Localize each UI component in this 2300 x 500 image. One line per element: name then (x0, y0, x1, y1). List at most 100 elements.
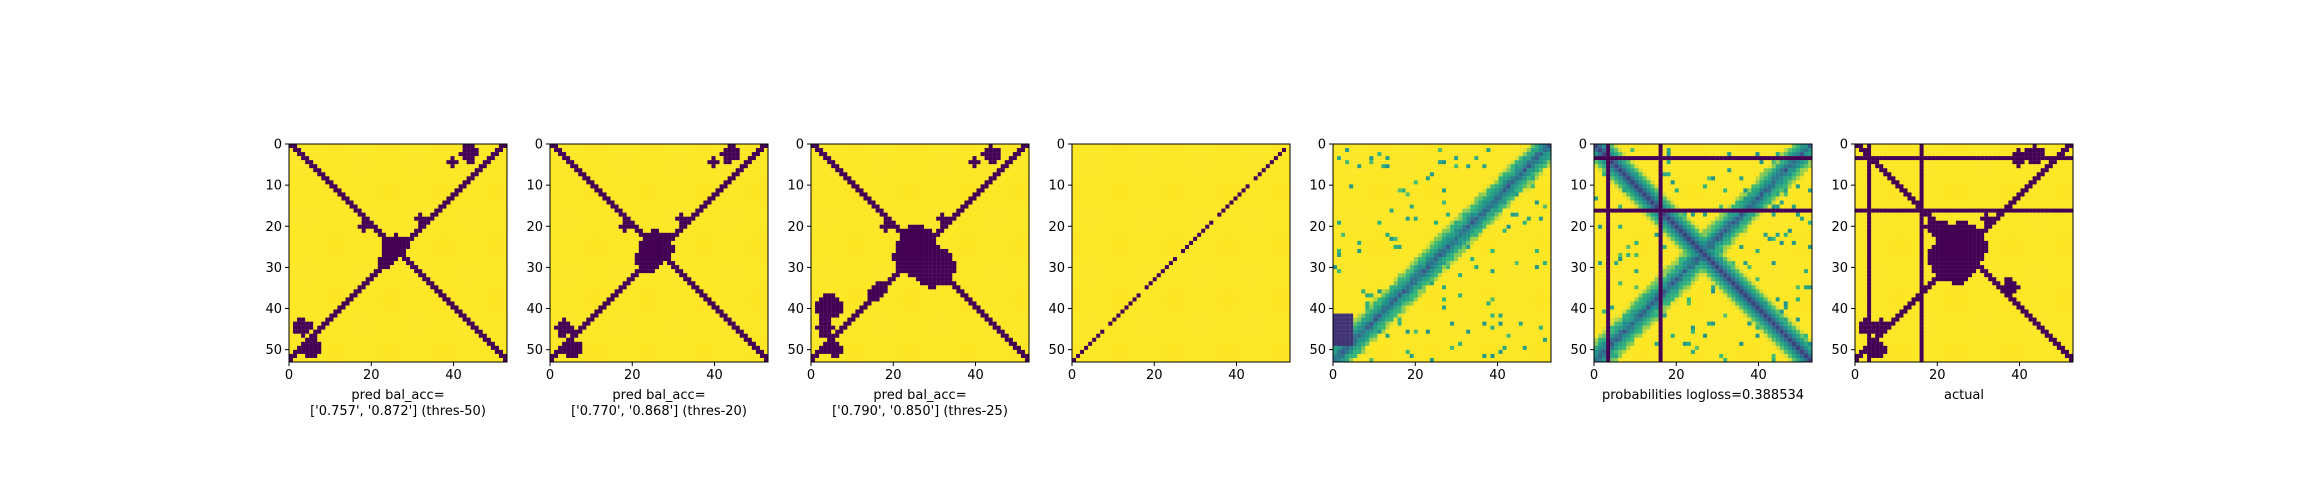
heatmap-cell (695, 188, 699, 192)
heatmap-cell (675, 184, 679, 188)
heatmap-cell (736, 269, 740, 273)
heatmap-cell (479, 301, 483, 305)
heatmap-cell (667, 172, 671, 176)
heatmap-cell (398, 249, 402, 253)
heatmap-cell (418, 338, 422, 342)
heatmap-cell (631, 289, 635, 293)
heatmap-cell (430, 346, 434, 350)
heatmap-cell (450, 205, 454, 209)
heatmap-cell (499, 289, 503, 293)
heatmap-cell (301, 152, 305, 156)
heatmap-cell (756, 209, 760, 213)
heatmap-cell (554, 293, 558, 297)
heatmap-cell (602, 265, 606, 269)
heatmap-cell (491, 281, 495, 285)
heatmap-cell (317, 334, 321, 338)
heatmap-cell (422, 201, 426, 205)
heatmap-cell (550, 261, 554, 265)
heatmap-cell (748, 273, 752, 277)
heatmap-cell (463, 229, 467, 233)
heatmap-cell (744, 180, 748, 184)
heatmap-cell (394, 257, 398, 261)
heatmap-cell (491, 160, 495, 164)
heatmap-cell (651, 293, 655, 297)
heatmap-cell (651, 164, 655, 168)
heatmap-cell (491, 277, 495, 281)
heatmap-cell (467, 213, 471, 217)
heatmap-cell (623, 184, 627, 188)
heatmap-cell (450, 249, 454, 253)
heatmap-cell (635, 241, 639, 245)
heatmap-cell (358, 269, 362, 273)
heatmap-cell (554, 285, 558, 289)
heatmap-cell (414, 293, 418, 297)
heatmap-cell (313, 326, 317, 330)
heatmap-cell (703, 273, 707, 277)
heatmap-cell (659, 249, 663, 253)
heatmap-cell (442, 241, 446, 245)
heatmap-cell (394, 346, 398, 350)
heatmap-cell (475, 221, 479, 225)
heatmap-cell (434, 253, 438, 257)
heatmap-cell (362, 237, 366, 241)
heatmap-cell (446, 168, 450, 172)
heatmap-cell (297, 209, 301, 213)
heatmap-cell (329, 322, 333, 326)
heatmap-cell (703, 192, 707, 196)
heatmap-cell (350, 297, 354, 301)
heatmap-cell (740, 172, 744, 176)
heatmap-cell (647, 156, 651, 160)
heatmap-cell (362, 253, 366, 257)
heatmap-cell (382, 192, 386, 196)
heatmap-cell (297, 180, 301, 184)
heatmap-cell (582, 241, 586, 245)
heatmap-cell (459, 285, 463, 289)
heatmap-cell (309, 301, 313, 305)
heatmap-cell (467, 205, 471, 209)
heatmap-cell (582, 188, 586, 192)
heatmap-cell (582, 205, 586, 209)
heatmap-cell (554, 148, 558, 152)
heatmap-cell (309, 334, 313, 338)
heatmap-cell (317, 289, 321, 293)
heatmap-cell (346, 354, 350, 358)
heatmap-cell (716, 237, 720, 241)
heatmap-cell (309, 346, 313, 350)
heatmap-cell (483, 144, 487, 148)
heatmap-cell (586, 277, 590, 281)
heatmap-cell (574, 285, 578, 289)
heatmap-cell (732, 293, 736, 297)
heatmap-cell (374, 314, 378, 318)
heatmap-cell (442, 293, 446, 297)
heatmap-cell (691, 184, 695, 188)
heatmap-cell (354, 221, 358, 225)
heatmap-cell (491, 285, 495, 289)
heatmap-cell (631, 265, 635, 269)
heatmap-cell (467, 180, 471, 184)
heatmap-cell (720, 176, 724, 180)
heatmap-cell (354, 342, 358, 346)
heatmap-cell (410, 281, 414, 285)
heatmap-cell (756, 172, 760, 176)
heatmap-cell (463, 205, 467, 209)
heatmap-cell (467, 354, 471, 358)
heatmap-cell (430, 229, 434, 233)
heatmap-cell (406, 305, 410, 309)
heatmap-cell (711, 237, 715, 241)
heatmap-cell (434, 265, 438, 269)
heatmap-cell (414, 273, 418, 277)
heatmap-cell (346, 265, 350, 269)
heatmap-cell (602, 245, 606, 249)
heatmap-cell (639, 225, 643, 229)
heatmap-cell (438, 237, 442, 241)
heatmap-cell (337, 225, 341, 229)
heatmap-cell (615, 281, 619, 285)
heatmap-cell (724, 261, 728, 265)
heatmap-cell (752, 213, 756, 217)
heatmap-cell (325, 281, 329, 285)
heatmap-cell (354, 253, 358, 257)
heatmap-cell (643, 148, 647, 152)
heatmap-cell (760, 253, 764, 257)
heatmap-cell (659, 160, 663, 164)
heatmap-cell (720, 269, 724, 273)
